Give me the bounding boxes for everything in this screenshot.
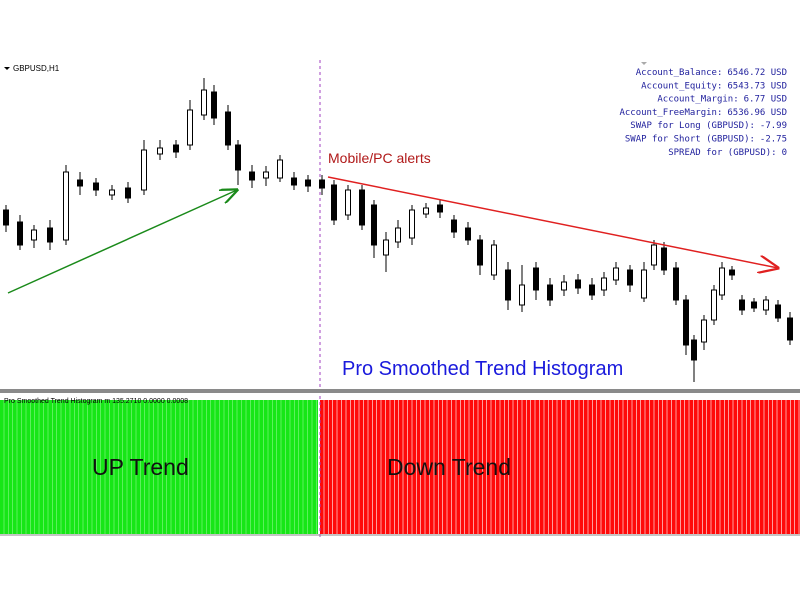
- symbol-label: GBPUSD,H1: [13, 64, 60, 73]
- account-label: Account_Equity:: [641, 81, 722, 91]
- up-trend-label: UP Trend: [92, 454, 189, 480]
- indicator-caption: Pro Smoothed Trend Histogram m 135.2710 …: [4, 398, 188, 405]
- account-line: Account_Equity: 6543.73 USD: [641, 81, 787, 91]
- account-label: SWAP for Long (GBPUSD):: [630, 121, 755, 131]
- panel-divider: [0, 389, 800, 393]
- account-line: Account_Margin: 6.77 USD: [657, 95, 787, 105]
- account-value: -2.75: [760, 135, 787, 145]
- down-trend-histogram: Down Trend: [320, 400, 800, 534]
- up-arrow: [7, 190, 237, 294]
- bull-bodies: [31, 89, 769, 343]
- account-label: Account_Margin:: [657, 95, 738, 105]
- account-line: SWAP for Long (GBPUSD): -7.99: [630, 121, 787, 131]
- account-line: SPREAD for (GBPUSD): 0: [668, 148, 787, 158]
- bear-bodies: [3, 91, 793, 361]
- account-label: SWAP for Short (GBPUSD):: [625, 135, 755, 145]
- account-value: -7.99: [760, 121, 787, 131]
- account-value: 6536.96 USD: [727, 108, 787, 118]
- account-value: 6543.73 USD: [727, 81, 787, 91]
- account-label: SPREAD for (GBPUSD):: [668, 148, 776, 158]
- account-line: SWAP for Short (GBPUSD): -2.75: [625, 135, 787, 145]
- alerts-annotation: Mobile/PC alerts: [328, 150, 431, 166]
- account-info: Account_Balance: 6546.72 USD Account_Equit…: [619, 68, 787, 158]
- account-label: Account_FreeMargin:: [619, 108, 722, 118]
- account-value: 6546.72 USD: [727, 68, 787, 78]
- account-value: 0: [782, 148, 787, 158]
- account-label: Account_Balance:: [636, 68, 723, 78]
- down-trend-label: Down Trend: [387, 454, 512, 480]
- account-line: Account_FreeMargin: 6536.96 USD: [619, 108, 787, 118]
- menu-arrow[interactable]: [4, 67, 10, 70]
- indicator-title: Pro Smoothed Trend Histogram: [342, 358, 623, 380]
- up-trend-histogram: UP Trend: [0, 400, 318, 534]
- account-line: Account_Balance: 6546.72 USD: [636, 68, 787, 78]
- info-arrow: [641, 62, 647, 65]
- candles: [3, 78, 793, 382]
- account-value: 6.77 USD: [744, 95, 787, 105]
- down-arrow: [327, 176, 778, 268]
